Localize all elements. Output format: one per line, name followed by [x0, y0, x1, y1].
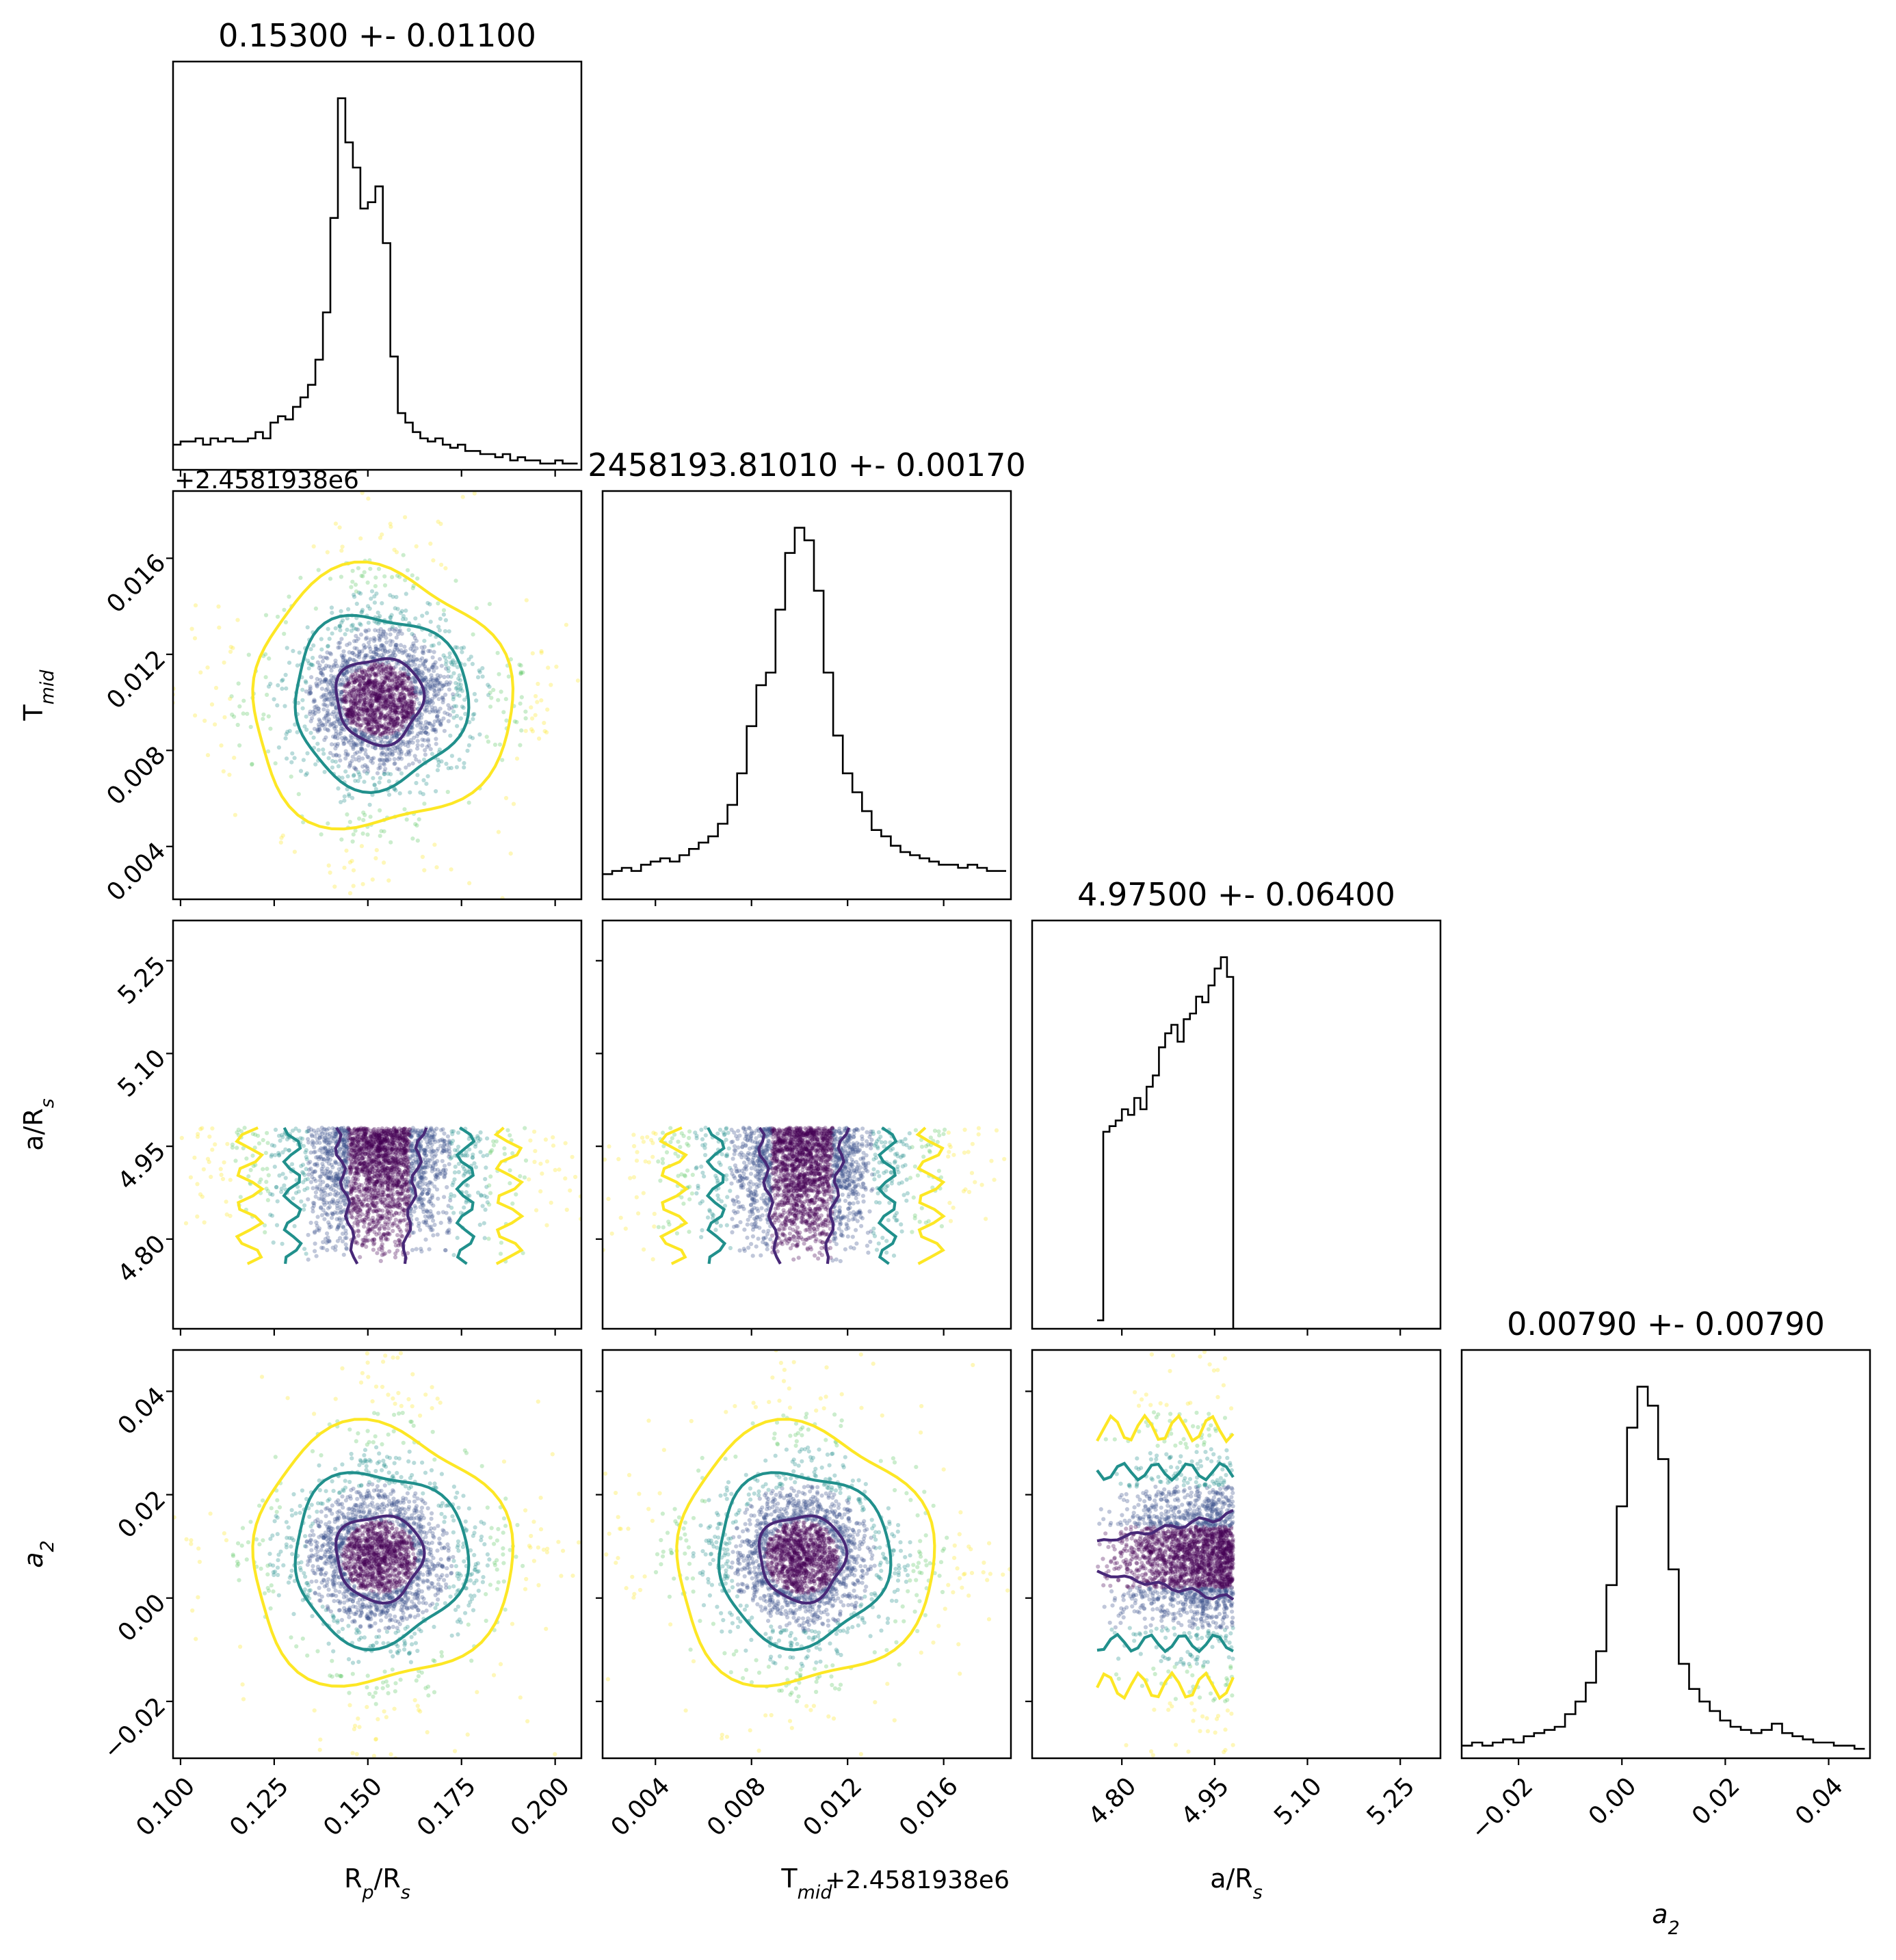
- contour-2-sigma: [705, 1127, 727, 1264]
- contour-2-sigma: [1096, 1461, 1235, 1483]
- y-offset-text: +2.4581938e6: [174, 466, 359, 494]
- contour-1-sigma: [824, 1127, 851, 1264]
- contour-3-sigma: [915, 1126, 946, 1265]
- panel-ars-ars: [1031, 919, 1442, 1336]
- contour-3-sigma: [675, 1418, 936, 1688]
- contour-2-sigma: [293, 613, 471, 795]
- panel-frame: [601, 490, 1012, 901]
- contour-1-sigma: [1096, 1509, 1234, 1543]
- contour-1-sigma: [757, 1126, 782, 1265]
- title-a2: 0.00790 +- 0.00790: [1507, 1306, 1825, 1342]
- panel-frame: [172, 490, 583, 901]
- y-axis-label-a2: a2: [18, 1540, 58, 1567]
- panel-ars-rprs: [166, 919, 583, 1336]
- contour-2-sigma: [455, 1126, 476, 1265]
- y-axis-label-ars: a/Rs: [18, 1098, 58, 1151]
- x-axis-label-rprs: Rp/Rs: [344, 1864, 410, 1903]
- panel-tmid-tmid: [601, 490, 1012, 906]
- contour-3-sigma: [493, 1126, 525, 1265]
- x-axis-label-a2: a2: [1652, 1899, 1679, 1939]
- panel-rprs-rprs: [172, 60, 583, 477]
- contour-1-sigma: [334, 1514, 426, 1605]
- histogram-tmid: [603, 527, 1006, 875]
- x-axis-label-tmid: Tmid: [780, 1864, 832, 1903]
- panel-frame: [172, 60, 583, 471]
- scatter-ars-tmid: [603, 1126, 1007, 1264]
- panel-frame: [1460, 1349, 1871, 1760]
- panel-frame: [1031, 919, 1442, 1330]
- contour-3-sigma: [1096, 1413, 1235, 1444]
- panel-frame: [601, 1349, 1012, 1760]
- scatter-ars-rprs: [179, 1126, 581, 1264]
- panel-tmid-rprs: [166, 490, 583, 906]
- scatter-a2-ars: [1096, 1350, 1235, 1758]
- histogram-ars: [1097, 956, 1440, 1329]
- panel-a2-rprs: [166, 1349, 583, 1765]
- panel-frame: [601, 919, 1012, 1330]
- panel-frame: [172, 1349, 583, 1760]
- y-axis-label-tmid: Tmid: [18, 670, 58, 721]
- contour-2-sigma: [877, 1126, 898, 1265]
- contour-3-sigma: [235, 1126, 265, 1265]
- contour-3-sigma: [251, 560, 515, 831]
- contour-2-sigma: [282, 1127, 303, 1264]
- contour-3-sigma: [1096, 1670, 1235, 1701]
- x-axis-label-ars: a/Rs: [1210, 1864, 1263, 1903]
- contour-2-sigma: [717, 1471, 893, 1652]
- contour-2-sigma: [1096, 1632, 1234, 1654]
- contour-3-sigma: [659, 1126, 689, 1265]
- panel-a2-ars: [1025, 1349, 1442, 1765]
- contour-1-sigma: [401, 1127, 428, 1264]
- contour-1-sigma: [334, 657, 426, 747]
- histogram-rprs: [173, 97, 578, 465]
- title-ars: 4.97500 +- 0.06400: [1077, 876, 1395, 913]
- title-tmid: 2458193.81010 +- 0.00170: [588, 447, 1025, 484]
- contour-1-sigma: [757, 1514, 849, 1605]
- x-offset-text: +2.4581938e6: [825, 1866, 1010, 1894]
- contour-3-sigma: [251, 1418, 515, 1688]
- scatter-a2-tmid: [603, 1350, 1011, 1758]
- contour-2-sigma: [293, 1471, 471, 1652]
- scatter-tmid-rprs: [173, 491, 581, 899]
- histogram-a2: [1462, 1386, 1865, 1750]
- contour-1-sigma: [1096, 1570, 1235, 1601]
- title-rprs: 0.15300 +- 0.01100: [218, 17, 536, 54]
- panel-ars-tmid: [596, 919, 1012, 1336]
- panel-a2-a2: [1460, 1349, 1871, 1765]
- panel-frame: [1031, 1349, 1442, 1760]
- panel-frame: [172, 919, 583, 1330]
- contour-1-sigma: [334, 1126, 359, 1265]
- panel-a2-tmid: [596, 1349, 1012, 1765]
